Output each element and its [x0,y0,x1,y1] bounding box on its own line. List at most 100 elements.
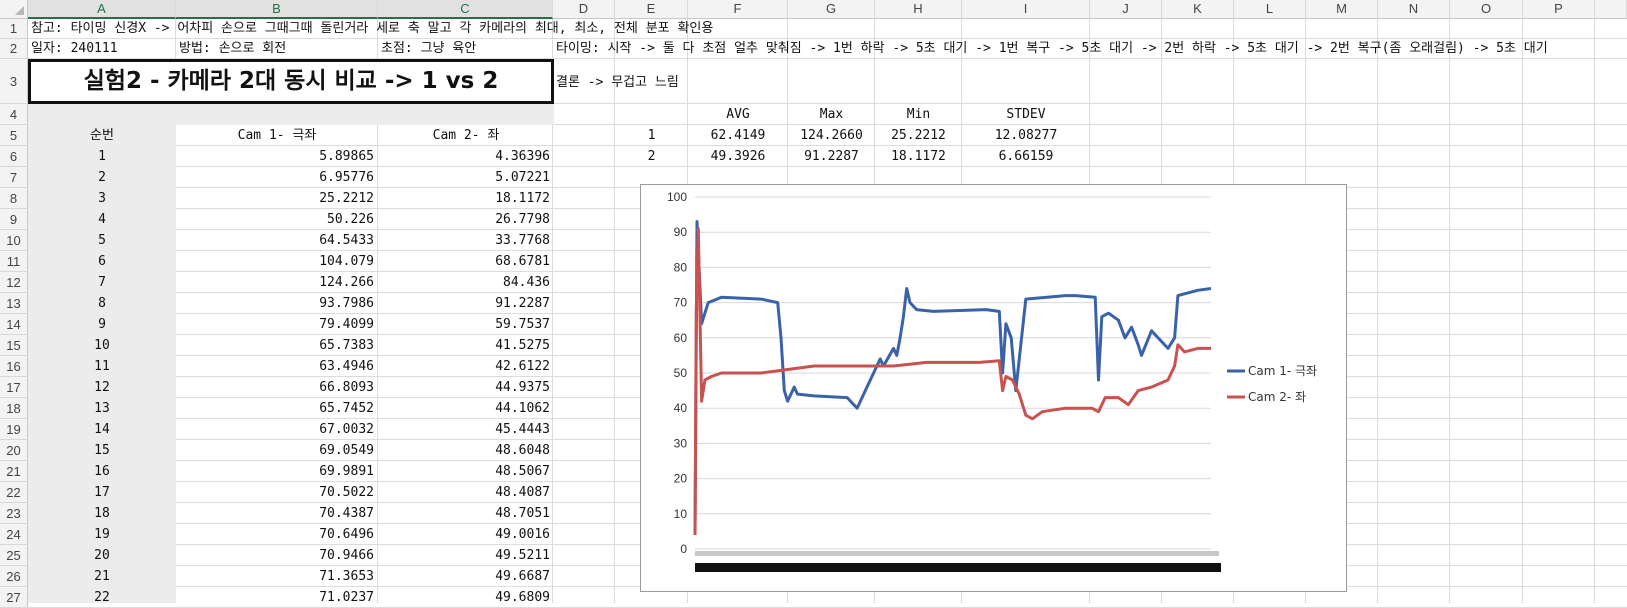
cam2-value-cell[interactable]: 49.6809 [495,590,550,605]
row-header-12[interactable]: 12 [0,272,28,293]
index-cell[interactable]: 14 [94,422,110,437]
stats-header-max[interactable]: Max [819,107,844,122]
column-header-k[interactable]: K [1162,0,1234,19]
column-header-b[interactable]: B [176,0,378,19]
row-header-27[interactable]: 27 [0,587,28,608]
cam1-value-cell[interactable]: 93.7986 [319,296,374,311]
row-header-6[interactable]: 6 [0,146,28,167]
index-cell[interactable]: 15 [94,443,110,458]
row-header-26[interactable]: 26 [0,566,28,587]
cam1-value-cell[interactable]: 66.8093 [319,380,374,395]
column-header-f[interactable]: F [688,0,788,19]
header-cam2[interactable]: Cam 2- 좌 [432,128,500,143]
cam2-value-cell[interactable]: 48.4087 [495,485,550,500]
cam1-value-cell[interactable]: 70.6496 [319,527,374,542]
line-chart[interactable]: 0 10 20 30 40 50 60 70 80 90 100 Cam 1- 극좌 Cam 2- 좌 [640,184,1347,592]
cam1-value-cell[interactable]: 71.0237 [319,590,374,605]
cam2-value-cell[interactable]: 18.1172 [495,191,550,206]
column-header-n[interactable]: N [1378,0,1450,19]
cam1-value-cell[interactable]: 5.89865 [319,149,374,164]
row-header-4[interactable]: 4 [0,104,28,125]
stats-header-avg[interactable]: AVG [726,107,750,122]
cam2-value-cell[interactable]: 49.6687 [495,569,550,584]
cam1-value-cell[interactable]: 79.4099 [319,317,374,332]
column-header-a[interactable]: A [28,0,176,19]
row-header-15[interactable]: 15 [0,335,28,356]
column-header-p[interactable]: P [1523,0,1595,19]
column-header-h[interactable]: H [875,0,962,19]
stats-max-cell[interactable]: 124.2660 [800,128,863,143]
row-header-18[interactable]: 18 [0,398,28,419]
stats-label-cell[interactable]: 2 [647,149,656,164]
row-header-14[interactable]: 14 [0,314,28,335]
cam1-value-cell[interactable]: 25.2212 [319,191,374,206]
cam2-value-cell[interactable]: 49.5211 [495,548,550,563]
cam2-value-cell[interactable]: 44.1062 [495,401,550,416]
cam1-value-cell[interactable]: 50.226 [327,212,374,227]
row-header-23[interactable]: 23 [0,503,28,524]
cam1-value-cell[interactable]: 63.4946 [319,359,374,374]
cam2-value-cell[interactable]: 45.4443 [495,422,550,437]
stats-header-stdev[interactable]: STDEV [1006,107,1046,122]
cam1-value-cell[interactable]: 65.7452 [319,401,374,416]
row-header-13[interactable]: 13 [0,293,28,314]
stats-min-cell[interactable]: 25.2212 [891,128,946,143]
index-cell[interactable]: 8 [98,296,106,311]
cam2-value-cell[interactable]: 5.07221 [495,170,550,185]
index-cell[interactable]: 18 [94,506,110,521]
cam1-value-cell[interactable]: 65.7383 [319,338,374,353]
index-cell[interactable]: 13 [94,401,110,416]
index-cell[interactable]: 22 [94,590,110,605]
cam2-value-cell[interactable]: 48.7051 [495,506,550,521]
index-cell[interactable]: 6 [98,254,106,269]
stats-header-min[interactable]: Min [906,107,931,122]
column-header-c[interactable]: C [378,0,553,19]
row-header-10[interactable]: 10 [0,230,28,251]
cam2-value-cell[interactable]: 48.5067 [495,464,550,479]
method-cell[interactable]: 방법: 손으로 회전 [179,41,287,56]
column-header-d[interactable]: D [553,0,615,19]
cam1-value-cell[interactable]: 70.5022 [319,485,374,500]
cam1-value-cell[interactable]: 67.0032 [319,422,374,437]
index-cell[interactable]: 3 [98,191,106,206]
cam2-value-cell[interactable]: 59.7537 [495,317,550,332]
row-header-8[interactable]: 8 [0,188,28,209]
cam2-value-cell[interactable]: 48.6048 [495,443,550,458]
cam2-value-cell[interactable]: 33.7768 [495,233,550,248]
stats-min-cell[interactable]: 18.1172 [891,149,946,164]
index-cell[interactable]: 11 [94,359,110,374]
row-header-1[interactable]: 1 [0,19,28,39]
row-header-3[interactable]: 3 [0,59,28,104]
date-cell[interactable]: 일자: 240111 [31,41,118,56]
cam1-value-cell[interactable]: 124.266 [319,275,374,290]
header-index[interactable]: 순번 [90,128,114,143]
stats-max-cell[interactable]: 91.2287 [804,149,859,164]
header-cam1[interactable]: Cam 1- 극좌 [237,128,317,143]
experiment-title-cell[interactable]: 실험2 - 카메라 2대 동시 비교 -> 1 vs 2 [28,59,554,104]
conclusion-cell[interactable]: 결론 -> 무겁고 느림 [556,75,679,90]
focus-cell[interactable]: 초점: 그냥 육안 [381,41,477,56]
row-header-22[interactable]: 22 [0,482,28,503]
column-header-i[interactable]: I [962,0,1090,19]
column-header-g[interactable]: G [788,0,875,19]
cam1-value-cell[interactable]: 69.9891 [319,464,374,479]
stats-stdev-cell[interactable]: 12.08277 [994,128,1058,143]
row-header-7[interactable]: 7 [0,167,28,188]
stats-stdev-cell[interactable]: 6.66159 [998,149,1054,164]
cam1-value-cell[interactable]: 69.0549 [319,443,374,458]
column-header-l[interactable]: L [1234,0,1306,19]
cam1-value-cell[interactable]: 64.5433 [319,233,374,248]
index-cell[interactable]: 16 [94,464,110,479]
note-cell[interactable]: 참고: 타이밍 신경X -> 어차피 손으로 그때그때 돌린거라 세로 축 말고… [31,21,714,36]
row-header-9[interactable]: 9 [0,209,28,230]
cam2-value-cell[interactable]: 68.6781 [495,254,550,269]
cam2-value-cell[interactable]: 84.436 [503,275,550,290]
index-cell[interactable]: 17 [94,485,110,500]
index-cell[interactable]: 20 [94,548,110,563]
row-header-24[interactable]: 24 [0,524,28,545]
row-header-25[interactable]: 25 [0,545,28,566]
cam2-value-cell[interactable]: 4.36396 [495,149,550,164]
row-header-19[interactable]: 19 [0,419,28,440]
row-header-16[interactable]: 16 [0,356,28,377]
